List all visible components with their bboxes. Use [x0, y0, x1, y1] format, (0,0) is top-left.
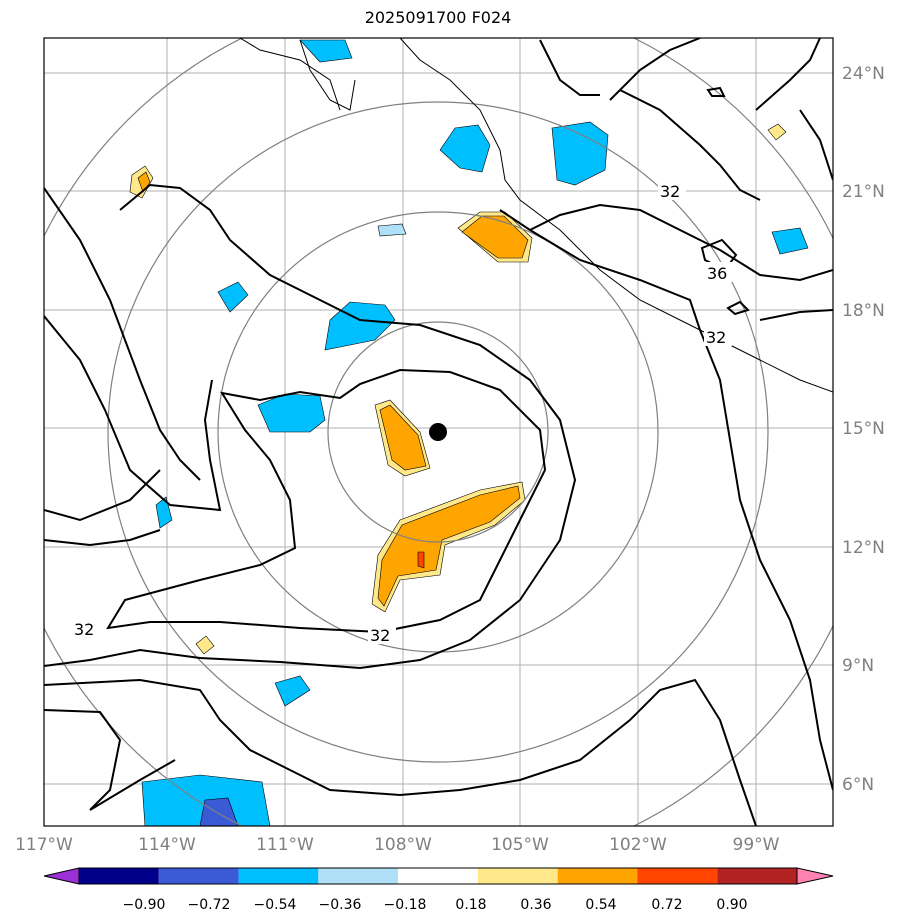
lat-label: 15°N: [842, 419, 885, 439]
lon-label: 117°W: [15, 835, 73, 855]
colorbar-tick-label: −0.18: [384, 897, 427, 913]
colorbar-tick-label: 0.90: [716, 897, 747, 913]
contour-label: 32: [370, 626, 390, 645]
colorbar-tick-label: −0.36: [319, 897, 362, 913]
lon-label: 108°W: [374, 835, 432, 855]
colorbar: [43, 867, 834, 885]
colorbar-segment: [79, 868, 159, 884]
negative-shading: [141, 39, 809, 826]
plot-title: 2025091700 F024: [364, 8, 512, 27]
lon-label: 105°W: [491, 835, 549, 855]
colorbar-segment: [318, 868, 399, 884]
colorbar-segment: [717, 868, 797, 884]
colorbar-segment: [238, 868, 319, 884]
lon-label: 99°W: [733, 835, 780, 855]
colorbar-tick-label: −0.54: [254, 897, 297, 913]
lat-label: 24°N: [842, 64, 885, 84]
colorbar-segment: [398, 868, 478, 884]
lon-label: 102°W: [609, 835, 667, 855]
contour-label: 32: [660, 182, 680, 201]
storm-center-marker: [429, 423, 447, 441]
contours: [44, 38, 833, 826]
lat-label: 6°N: [842, 775, 874, 795]
lat-label: 18°N: [842, 301, 885, 321]
colorbar-tick-label: −0.72: [188, 897, 231, 913]
colorbar-tick-label: 0.54: [585, 897, 616, 913]
map-frame: [43, 37, 834, 827]
colorbar-tick-label: 0.18: [455, 897, 486, 913]
colorbar-segment: [158, 868, 239, 884]
lat-label: 9°N: [842, 656, 874, 676]
contour-label-group: 32 36 32 32 32: [72, 180, 734, 645]
colorbar-tick-label: 0.36: [520, 897, 551, 913]
colorbar-tick-label: −0.90: [123, 897, 166, 913]
colorbar-tick-label: 0.72: [651, 897, 682, 913]
positive-shading: [129, 123, 787, 655]
colorbar-outline: [78, 867, 798, 885]
colorbar-extend-low: [43, 867, 80, 885]
colorbar-ticks: −0.90 −0.72 −0.54 −0.36 −0.18 0.18 0.36 …: [123, 897, 748, 913]
lon-labels: 117°W 114°W 111°W 108°W 105°W 102°W 99°W: [15, 835, 780, 855]
contour-label: 32: [706, 328, 726, 347]
colorbar-extend-high: [796, 867, 834, 885]
coastline: [239, 38, 833, 393]
colorbar-segment: [637, 868, 718, 884]
lat-label: 21°N: [842, 182, 885, 202]
contour-label: 36: [707, 264, 727, 283]
lon-label: 111°W: [256, 835, 314, 855]
range-rings: [44, 38, 833, 826]
lat-label: 12°N: [842, 538, 885, 558]
colorbar-segment: [477, 868, 558, 884]
lon-label: 114°W: [138, 835, 196, 855]
contour-label: 32: [74, 620, 94, 639]
colorbar-segment: [557, 868, 638, 884]
lat-labels: 24°N 21°N 18°N 15°N 12°N 9°N 6°N: [842, 64, 885, 795]
